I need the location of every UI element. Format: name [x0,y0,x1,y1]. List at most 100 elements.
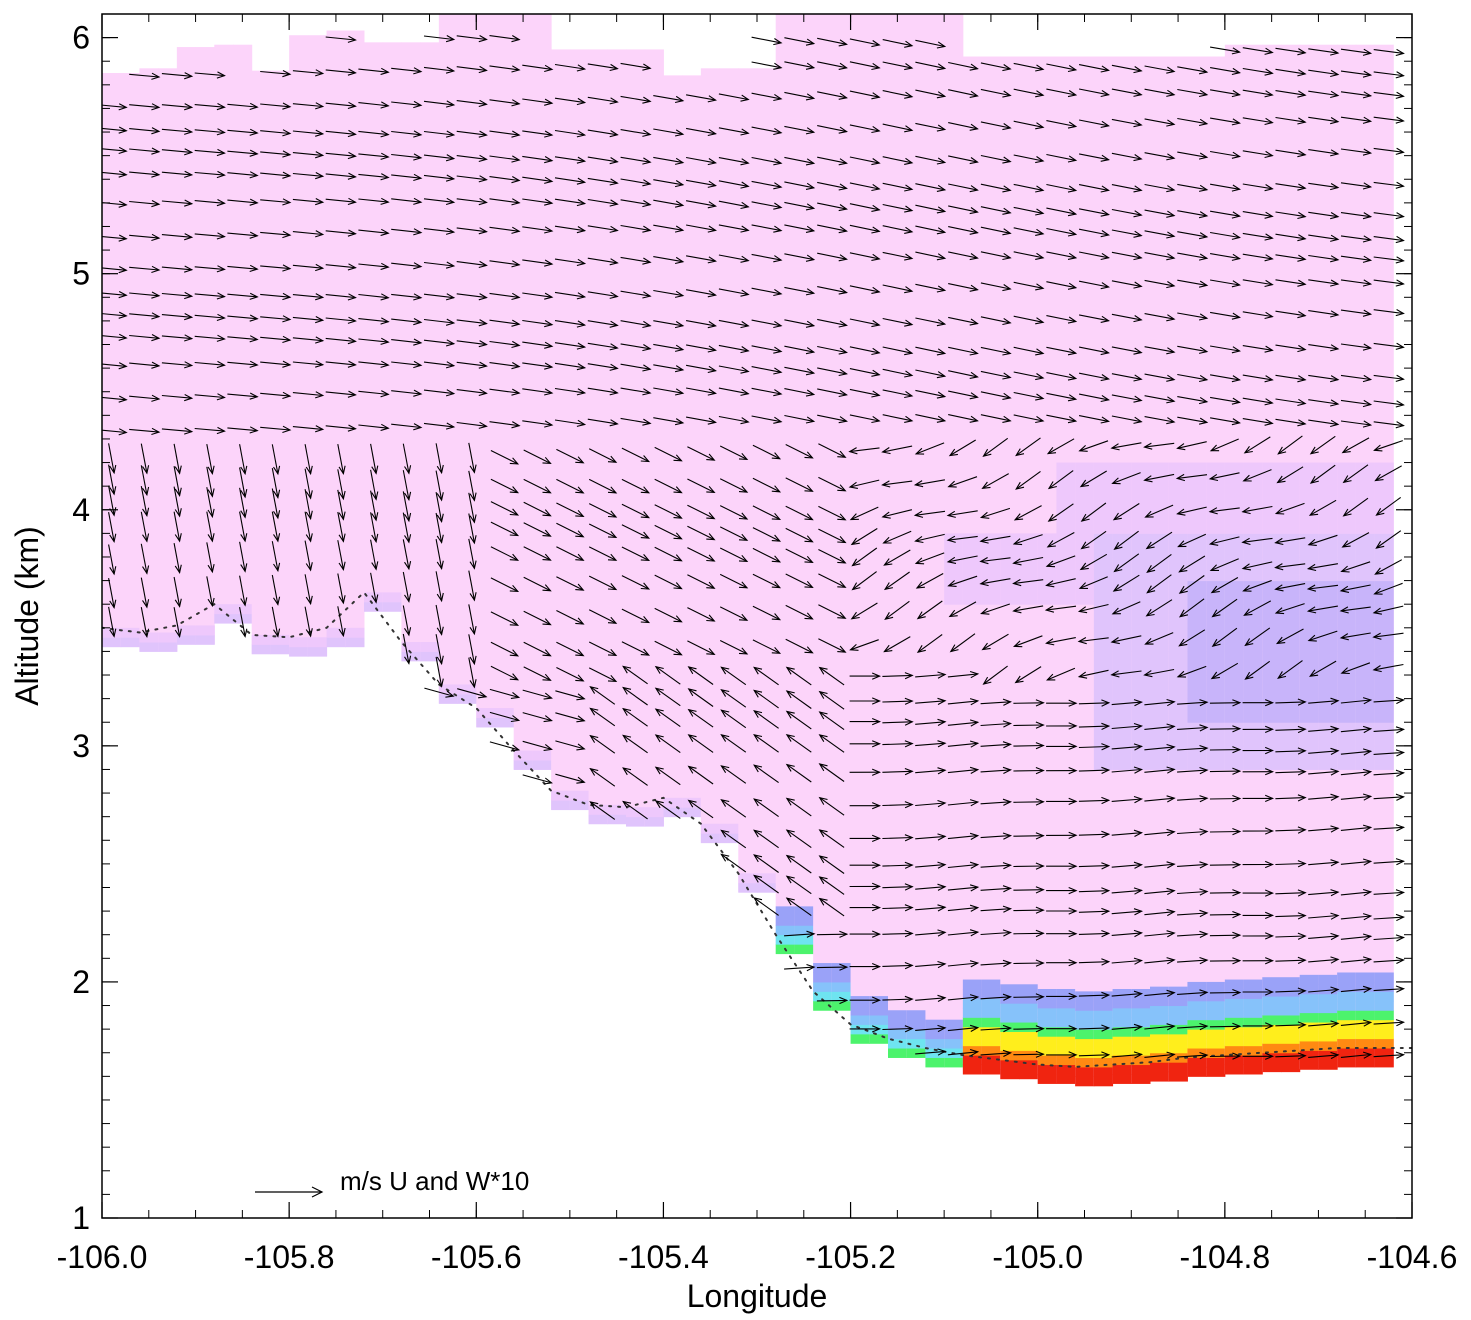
field-cell [1225,675,1244,699]
field-cell [982,1027,1001,1037]
wind-arrow-shaft [1013,836,1043,837]
field-cell [476,718,495,728]
field-cell [982,533,1001,557]
field-cell [1094,1010,1113,1020]
field-cell [589,814,608,824]
field-cell [1244,722,1263,746]
wind-arrow-shaft [1013,1029,1043,1030]
field-cell [1244,1065,1263,1075]
field-cell [1094,1067,1113,1077]
vector-reference: m/s U and W*10 [255,1166,529,1197]
field-cell [1000,1031,1019,1041]
field-cell [1019,984,1038,994]
field-cell [1113,486,1132,510]
field-cell [776,916,795,926]
field-cell [1075,533,1094,557]
field-cell [1337,991,1356,1001]
field-cell [1019,994,1038,1004]
wind-arrow-shaft [1013,963,1043,964]
field-cell [944,1029,963,1039]
x-tick-label: -105.4 [618,1239,709,1275]
field-cell [1187,1010,1206,1020]
field-cell [1300,1003,1319,1013]
field-cell [1000,1003,1019,1013]
field-cell [1356,486,1375,510]
wind-arrow-shaft [1013,1054,1043,1055]
field-cell [1131,1036,1150,1046]
field-cell [1244,651,1263,675]
field-cell [1113,510,1132,534]
field-cell [1337,651,1356,675]
field-cell [1206,1057,1225,1067]
field-cell [1300,994,1319,1004]
field-cell [1150,628,1169,652]
field-column [270,71,289,654]
y-tick-label: 3 [72,728,90,764]
field-cell [1075,1029,1094,1039]
field-cell [1056,486,1075,510]
field-cell [1281,1006,1300,1016]
field-cell [1187,533,1206,557]
field-cell [1056,998,1075,1008]
field-cell [1019,1041,1038,1051]
field-cell [1375,1001,1394,1011]
field-cell [514,760,533,770]
field-cell [1187,510,1206,534]
field-cell [196,635,215,645]
field-cell [963,581,982,605]
field-cell [1337,1001,1356,1011]
vector-reference-label: m/s U and W*10 [340,1166,529,1196]
field-cell [1225,604,1244,628]
field-cell [1075,1010,1094,1020]
field-cell [270,644,289,654]
field-cell [1000,1050,1019,1060]
field-cell [420,642,439,652]
field-cell [1187,1039,1206,1049]
field-cell [1225,1008,1244,1018]
field-cell [738,873,757,883]
field-cell [1356,628,1375,652]
field-cell [1356,1001,1375,1011]
field-cell [1094,1076,1113,1086]
field-column [121,73,140,647]
field-cell [1262,463,1281,487]
field-cell [1375,463,1394,487]
field-cell [1262,533,1281,557]
field-cell [1094,1001,1113,1011]
field-cell [663,798,682,808]
field-cell [851,1006,870,1016]
field-cell [1281,996,1300,1006]
field-cell [1113,1046,1132,1056]
field-cell [1113,1008,1132,1018]
field-cell [1169,1043,1188,1053]
field-cell [1281,1015,1300,1025]
field-cell [1113,1074,1132,1084]
field-cell [1318,651,1337,675]
field-cell [1038,1017,1057,1027]
field-cell [1131,1017,1150,1027]
field-cell [1000,994,1019,1004]
field-cell [701,833,720,843]
field-cell [794,944,813,954]
field-column [869,14,888,1043]
field-column [682,75,701,816]
field-cell [1094,510,1113,534]
field-cell [1169,628,1188,652]
field-cell [1169,486,1188,510]
field-cell [1038,1074,1057,1084]
field-cell [1375,1057,1394,1067]
field-cell [1131,557,1150,581]
field-cell [1281,675,1300,699]
field-cell [645,807,664,817]
field-cell [1244,533,1263,557]
field-cell [1169,557,1188,581]
field-cell [1206,699,1225,723]
field-column [907,14,926,1057]
field-cell [1337,746,1356,770]
field-cell [1356,1010,1375,1020]
x-tick-label: -105.6 [431,1239,522,1275]
field-cell [1300,510,1319,534]
field-cell [1169,581,1188,605]
wind-arrow-shaft [1210,1056,1240,1057]
